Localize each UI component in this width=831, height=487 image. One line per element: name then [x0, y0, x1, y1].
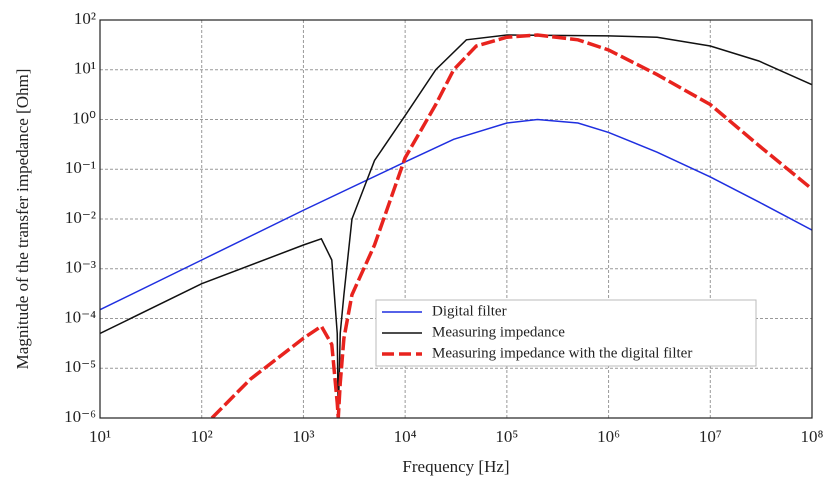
y-tick-label: 10⁻¹ — [65, 158, 96, 177]
legend-label: Digital filter — [432, 303, 507, 319]
y-tick-label: 10⁻⁵ — [64, 357, 96, 376]
y-tick-label: 10⁻⁴ — [64, 307, 96, 326]
legend-label: Measuring impedance — [432, 324, 565, 340]
y-tick-label: 10¹ — [74, 59, 96, 78]
x-tick-label: 10³ — [292, 427, 314, 446]
y-tick-label: 10² — [74, 9, 96, 28]
x-tick-label: 10⁴ — [394, 427, 417, 446]
y-axis-label: Magnitude of the transfer impedance [Ohm… — [13, 69, 32, 370]
x-tick-label: 10² — [191, 427, 213, 446]
x-axis-label: Frequency [Hz] — [402, 457, 509, 476]
x-tick-label: 10⁸ — [801, 427, 824, 446]
y-tick-label: 10⁻⁶ — [64, 407, 96, 426]
x-tick-label: 10⁶ — [597, 427, 620, 446]
y-tick-label: 10⁰ — [72, 108, 96, 127]
y-tick-label: 10⁻² — [65, 208, 96, 227]
y-tick-label: 10⁻³ — [65, 258, 96, 277]
x-tick-label: 10¹ — [89, 427, 111, 446]
chart: Frequency [Hz] Magnitude of the transfer… — [0, 0, 831, 487]
x-tick-label: 10⁷ — [699, 427, 722, 446]
x-tick-label: 10⁵ — [495, 427, 518, 446]
legend-label: Measuring impedance with the digital fil… — [432, 345, 692, 361]
